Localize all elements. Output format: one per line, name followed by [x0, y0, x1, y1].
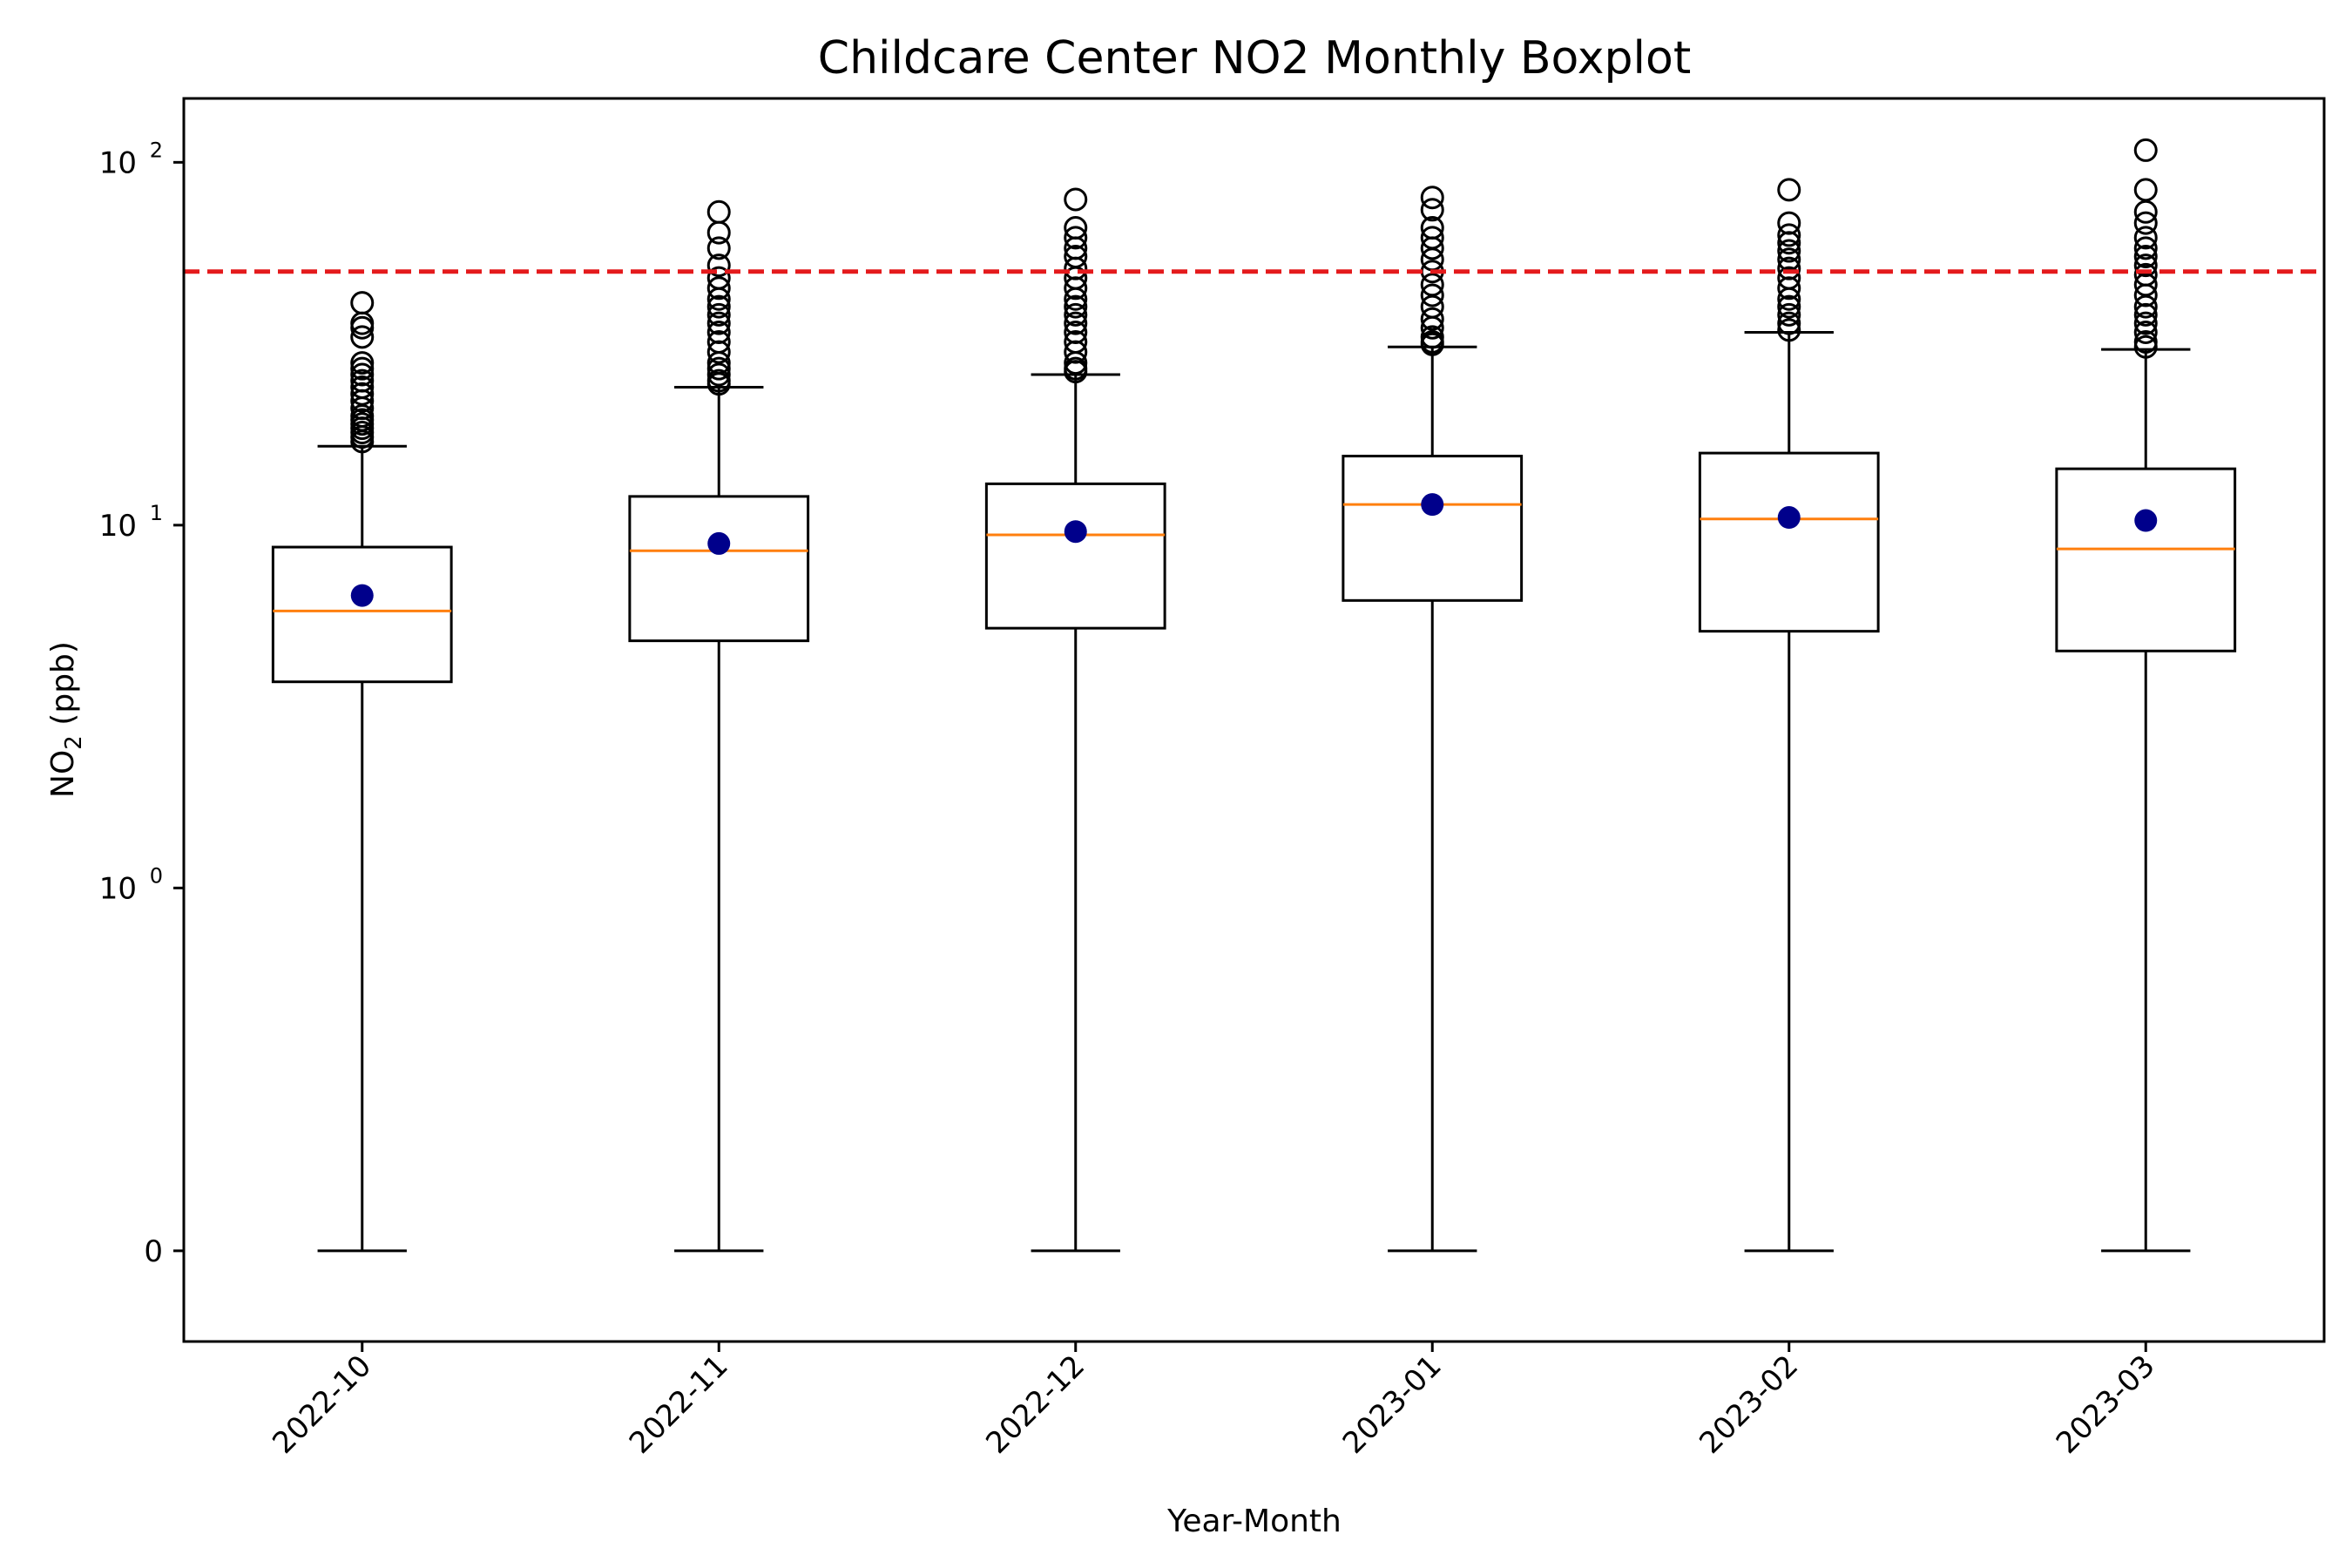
y-axis-label-base: NO: [45, 750, 81, 798]
y-tick-label: 0: [144, 1234, 163, 1269]
mean-point: [1777, 506, 1801, 530]
y-tick-label: 10: [99, 145, 137, 180]
outlier-point: [1420, 186, 1444, 210]
outlier-point: [706, 266, 731, 290]
mean-point: [707, 531, 731, 555]
outlier-point: [1420, 216, 1444, 240]
x-axis-label: Year-Month: [1166, 1504, 1342, 1539]
outlier-point: [350, 356, 375, 381]
outlier-point: [1420, 307, 1444, 331]
outlier-point: [2133, 320, 2158, 344]
y-tick-exponent: 0: [150, 863, 163, 888]
outlier-point: [1064, 302, 1088, 327]
outlier-point: [1777, 318, 1801, 342]
mean-point: [350, 584, 374, 607]
outlier-point: [2133, 253, 2158, 278]
outlier-point: [1064, 226, 1088, 250]
outlier-point: [1064, 294, 1088, 319]
chart-title: Childcare Center NO2 Monthly Boxplot: [818, 32, 1691, 84]
outlier-point: [1064, 320, 1088, 344]
outlier-point: [706, 276, 731, 301]
outlier-point: [1064, 329, 1088, 354]
outlier-point: [350, 351, 375, 375]
outlier-point: [706, 253, 731, 278]
outlier-point: [2133, 311, 2158, 335]
outlier-point: [1777, 211, 1801, 235]
outlier-point: [1777, 256, 1801, 280]
plot-area: [184, 138, 2324, 1253]
outlier-point: [1777, 178, 1801, 202]
outlier-point: [1777, 302, 1801, 327]
y-axis-label: NO2 (ppb): [45, 641, 87, 798]
outlier-point: [350, 325, 375, 349]
y-axis-label-subscript: 2: [61, 735, 87, 750]
outlier-point: [1064, 216, 1088, 240]
outlier-point: [2133, 244, 2158, 268]
outlier-point: [2133, 226, 2158, 250]
outlier-point: [706, 294, 731, 319]
outlier-point: [1420, 283, 1444, 308]
box-group: [2055, 138, 2237, 1253]
outlier-point: [1777, 294, 1801, 319]
y-tick-exponent: 2: [150, 138, 163, 162]
outlier-point: [706, 236, 731, 260]
y-tick-label: 10: [99, 871, 137, 906]
outlier-point: [706, 362, 731, 387]
iqr-box: [984, 482, 1166, 630]
outlier-point: [1064, 244, 1088, 268]
iqr-box: [271, 545, 453, 684]
iqr-box: [628, 495, 810, 643]
outlier-point: [706, 302, 731, 327]
outlier-point: [2133, 262, 2158, 287]
outlier-point: [706, 311, 731, 335]
outlier-point: [350, 362, 375, 387]
y-axis-label-suffix: (ppb): [45, 641, 81, 735]
iqr-box: [1342, 455, 1524, 602]
outlier-point: [706, 320, 731, 344]
outlier-point: [2133, 178, 2158, 202]
outlier-point: [2133, 273, 2158, 297]
outlier-point: [1420, 273, 1444, 297]
box-group: [984, 187, 1166, 1253]
outlier-point: [350, 375, 375, 399]
outlier-point: [1420, 198, 1444, 222]
iqr-box: [2055, 467, 2237, 652]
box-group: [1342, 186, 1524, 1253]
mean-point: [1064, 520, 1087, 544]
outlier-point: [350, 368, 375, 393]
outlier-point: [1420, 226, 1444, 250]
outlier-point: [1777, 223, 1801, 247]
outlier-point: [1777, 266, 1801, 290]
outlier-point: [1064, 311, 1088, 335]
outlier-point: [706, 329, 731, 354]
mean-point: [2134, 509, 2158, 532]
outlier-point: [706, 199, 731, 224]
outlier-point: [350, 291, 375, 315]
outlier-point: [706, 356, 731, 381]
outlier-point: [1777, 311, 1801, 335]
box-group: [628, 199, 810, 1253]
box-group: [271, 291, 453, 1253]
outlier-point: [1064, 356, 1088, 381]
outlier-point: [706, 368, 731, 393]
outlier-point: [2133, 329, 2158, 354]
outlier-point: [1777, 239, 1801, 263]
plot-frame: [182, 97, 2326, 1343]
outlier-point: [1420, 325, 1444, 349]
outlier-point: [2133, 138, 2158, 162]
y-tick-label: 10: [99, 509, 137, 544]
iqr-box: [1698, 451, 1880, 633]
outlier-point: [2133, 211, 2158, 235]
y-tick-exponent: 1: [150, 501, 163, 525]
outlier-point: [2133, 236, 2158, 260]
outlier-point: [1064, 187, 1088, 212]
mean-point: [1421, 493, 1444, 517]
outlier-point: [350, 382, 375, 406]
outlier-point: [2133, 302, 2158, 327]
